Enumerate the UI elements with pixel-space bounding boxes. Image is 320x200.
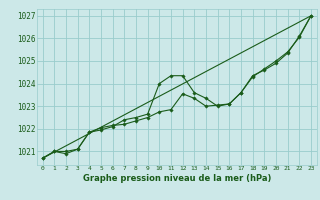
X-axis label: Graphe pression niveau de la mer (hPa): Graphe pression niveau de la mer (hPa) (83, 174, 271, 183)
